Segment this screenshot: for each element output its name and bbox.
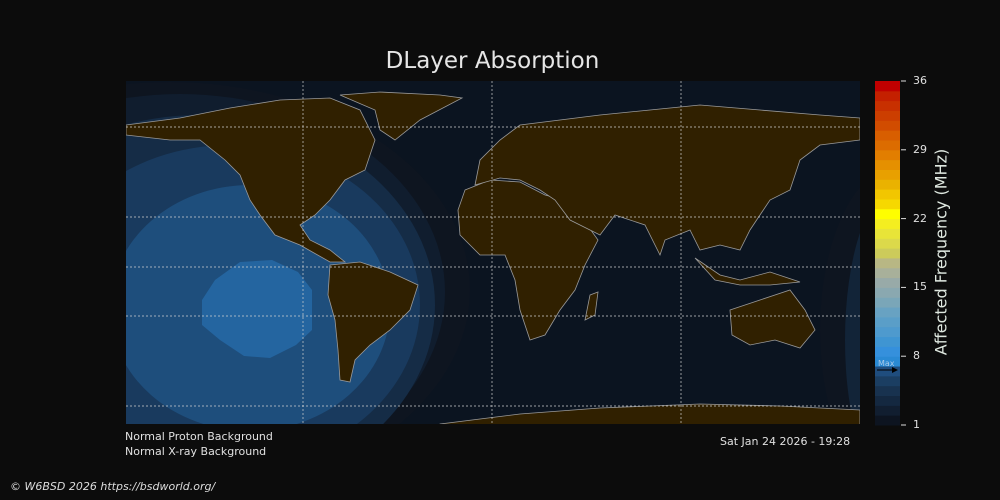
colorbar-segment (875, 90, 900, 102)
colorbar-segment (875, 81, 900, 92)
colorbar-segment (875, 257, 900, 269)
colorbar-segment (875, 287, 900, 298)
colorbar-segment (875, 316, 900, 328)
colorbar-segment (875, 346, 900, 357)
colorbar-segment (875, 149, 900, 161)
absorption-band-1-wrap (845, 232, 860, 424)
madagascar (584, 291, 599, 321)
colorbar-segment (875, 208, 900, 220)
colorbar-tick-label: 1 (913, 418, 920, 431)
colorbar-segment (875, 385, 900, 397)
copyright: © W6BSD 2026 https://bsdworld.org/ (10, 480, 216, 493)
colorbar-label: Affected Frequency (MHz) (931, 148, 951, 356)
colorbar-segment (875, 395, 900, 406)
colorbar-segment (875, 307, 900, 318)
colorbar-segment (875, 159, 900, 170)
xray-status: Normal X-ray Background (125, 445, 267, 458)
absorption-core (202, 260, 312, 358)
colorbar-segment (875, 248, 900, 259)
graticule (126, 81, 860, 424)
colorbar-tick-label: 22 (913, 211, 927, 225)
colorbar-tick-label: 29 (913, 142, 927, 156)
chart-title: DLayer Absorption (385, 48, 600, 74)
north-america (126, 97, 376, 263)
colorbar-segment (875, 267, 900, 279)
indonesia (694, 257, 801, 286)
colorbar-segment (875, 297, 900, 308)
max-arrow-icon (877, 367, 898, 373)
africa (457, 179, 599, 341)
colorbar-segment (875, 366, 900, 377)
colorbar-segment (875, 326, 900, 338)
colorbar-segment (875, 100, 900, 111)
colorbar-segment (875, 110, 900, 121)
colorbar-segment (875, 238, 900, 249)
colorbar-segment (875, 198, 900, 210)
colorbar-segment (875, 120, 900, 131)
australia (729, 289, 816, 349)
proton-status: Normal Proton Background (125, 430, 273, 443)
colorbar-segment (875, 139, 900, 151)
colorbar-segment (875, 189, 900, 200)
colorbar-segment (875, 375, 900, 387)
colorbar-segment (875, 356, 900, 367)
colorbar-tick-label: 15 (913, 280, 927, 294)
colorbar-segment (875, 218, 900, 229)
colorbar-segment (875, 179, 900, 190)
colorbar-segment (875, 415, 900, 426)
continents (126, 91, 860, 424)
colorbar-tick-label: 8 (913, 349, 920, 363)
greenland (339, 91, 464, 141)
max-marker-label: Max (878, 359, 895, 368)
colorbar-tick-label: 36 (913, 74, 927, 87)
timestamp: Sat Jan 24 2026 - 19:28 (720, 435, 851, 448)
colorbar-segment (875, 228, 900, 239)
colorbar-segment (875, 169, 900, 180)
colorbar-segment (875, 277, 900, 288)
eurasia (474, 104, 860, 257)
colorbar-segment (875, 405, 900, 416)
colorbar-segment (875, 130, 900, 141)
colorbar-segment (875, 336, 900, 347)
colorbar (875, 80, 906, 426)
south-america (327, 261, 419, 383)
